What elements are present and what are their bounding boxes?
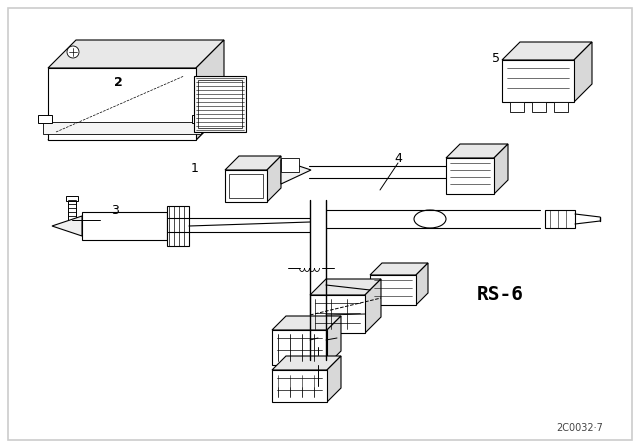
Text: RS-6: RS-6 <box>477 285 524 305</box>
Bar <box>370 275 416 305</box>
Bar <box>272 370 327 402</box>
Polygon shape <box>327 356 341 402</box>
Polygon shape <box>365 279 381 333</box>
Text: 2: 2 <box>114 76 122 89</box>
Bar <box>198 80 242 128</box>
Polygon shape <box>310 279 381 295</box>
Text: 2C0032·7: 2C0032·7 <box>557 423 604 433</box>
Polygon shape <box>446 144 508 158</box>
Polygon shape <box>272 316 341 330</box>
Polygon shape <box>52 216 82 236</box>
Text: 4: 4 <box>394 151 402 164</box>
Bar <box>502 60 574 102</box>
Circle shape <box>67 46 79 58</box>
Bar <box>192 115 206 123</box>
Bar <box>532 102 546 112</box>
Bar <box>66 196 78 201</box>
Bar <box>38 115 52 123</box>
Polygon shape <box>267 156 281 202</box>
Polygon shape <box>502 42 592 60</box>
Polygon shape <box>48 112 224 140</box>
Bar <box>554 102 568 112</box>
Bar <box>43 122 201 134</box>
Text: 5: 5 <box>492 52 500 65</box>
Polygon shape <box>416 263 428 305</box>
Polygon shape <box>494 144 508 194</box>
Bar <box>68 200 76 220</box>
Polygon shape <box>272 356 341 370</box>
Bar <box>510 102 524 112</box>
Ellipse shape <box>414 210 446 228</box>
Polygon shape <box>225 156 281 170</box>
Polygon shape <box>574 42 592 102</box>
Text: 1: 1 <box>191 161 199 175</box>
Polygon shape <box>196 40 224 140</box>
Bar <box>229 174 263 198</box>
Bar <box>167 206 189 246</box>
Bar <box>48 68 196 140</box>
Bar <box>446 158 494 194</box>
Polygon shape <box>370 263 428 275</box>
Bar <box>310 295 365 333</box>
Text: 3: 3 <box>111 203 119 216</box>
Bar <box>545 210 575 228</box>
Bar <box>225 170 267 202</box>
Polygon shape <box>48 40 224 68</box>
Bar <box>281 158 299 172</box>
Polygon shape <box>327 316 341 365</box>
Bar <box>194 76 246 132</box>
Bar <box>82 212 167 240</box>
Polygon shape <box>281 160 311 184</box>
Bar <box>272 330 327 365</box>
